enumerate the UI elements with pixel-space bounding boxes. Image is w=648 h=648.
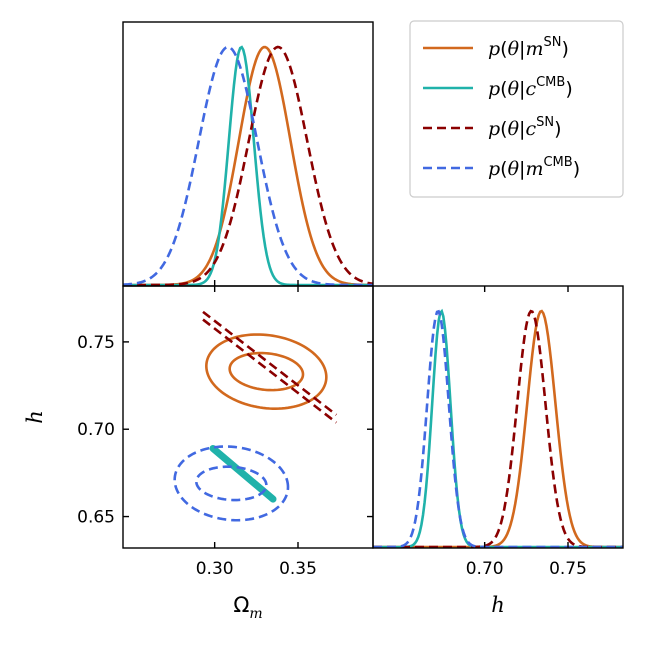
contour-outer-sn_m xyxy=(205,333,328,410)
xlabel-omega: Ωm xyxy=(233,593,262,622)
marginal-h-cmb_m xyxy=(373,309,623,548)
tick-label-h-0: 0.65 xyxy=(77,508,115,528)
tick-label-hmarg-1: 0.75 xyxy=(549,559,587,579)
tick-label-h-2: 0.75 xyxy=(77,333,115,353)
contour-outer-cmb_m xyxy=(173,445,290,522)
marginal-h-cmb_c xyxy=(373,308,623,548)
marginal-omega-cmb_m xyxy=(123,45,373,286)
legend-label-sn_m: p(θ|mSN) xyxy=(488,35,569,60)
legend-box xyxy=(409,20,624,198)
contour-lower-sn_c xyxy=(202,318,338,424)
marginal-h-sn_c xyxy=(373,309,623,548)
contour-inner-sn_m xyxy=(228,351,305,392)
tick-label-omega-1: 0.35 xyxy=(279,559,317,579)
contour-upper-sn_c xyxy=(202,310,338,416)
legend-label-sn_c: p(θ|cSN) xyxy=(488,115,562,140)
panel-joint xyxy=(122,285,374,549)
ylabel-h: h xyxy=(23,410,47,424)
xlabel-h: h xyxy=(491,593,505,617)
marginal-h-sn_m xyxy=(373,309,623,548)
panel-omega-marginal xyxy=(122,21,374,287)
tick-label-omega-0: 0.30 xyxy=(196,559,234,579)
panel-h-marginal xyxy=(372,285,624,549)
tick-label-h-1: 0.70 xyxy=(77,420,115,440)
contour-inner-cmb_m xyxy=(195,465,268,502)
legend-label-cmb_c: p(θ|cCMB) xyxy=(488,75,573,100)
legend-label-cmb_m: p(θ|mCMB) xyxy=(488,155,580,180)
tick-label-hmarg-0: 0.70 xyxy=(466,559,504,579)
